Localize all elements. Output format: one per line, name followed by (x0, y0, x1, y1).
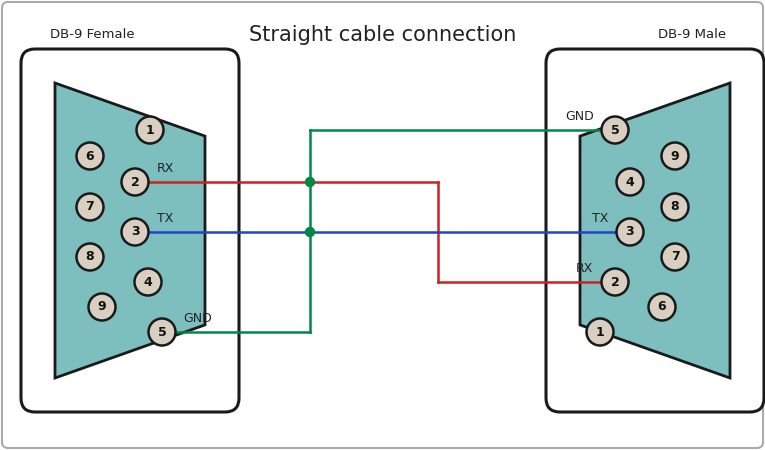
Text: RX: RX (576, 262, 594, 275)
Text: 8: 8 (86, 251, 94, 264)
Circle shape (136, 117, 164, 144)
Text: 2: 2 (610, 275, 620, 288)
Circle shape (122, 168, 148, 195)
Text: DB-9 Male: DB-9 Male (659, 28, 727, 41)
Text: 6: 6 (86, 149, 94, 162)
Text: 9: 9 (98, 301, 106, 314)
Text: 8: 8 (671, 201, 679, 213)
Text: TX: TX (592, 212, 608, 225)
Text: 7: 7 (671, 251, 679, 264)
Circle shape (148, 319, 175, 346)
Text: 7: 7 (86, 201, 94, 213)
Polygon shape (55, 83, 205, 378)
Circle shape (76, 143, 103, 170)
Circle shape (305, 177, 314, 186)
Text: 4: 4 (144, 275, 152, 288)
Circle shape (601, 269, 629, 296)
Circle shape (587, 319, 614, 346)
Text: DB-9 Female: DB-9 Female (50, 28, 135, 41)
Text: 5: 5 (610, 123, 620, 136)
Circle shape (76, 194, 103, 220)
Circle shape (662, 143, 688, 170)
Text: 1: 1 (145, 123, 155, 136)
Circle shape (89, 293, 116, 320)
Text: 6: 6 (658, 301, 666, 314)
Circle shape (122, 219, 148, 246)
Circle shape (601, 117, 629, 144)
FancyBboxPatch shape (21, 49, 239, 412)
Text: 3: 3 (131, 225, 139, 238)
Circle shape (662, 243, 688, 270)
Circle shape (305, 228, 314, 237)
Circle shape (135, 269, 161, 296)
FancyBboxPatch shape (546, 49, 764, 412)
Text: 4: 4 (626, 176, 634, 189)
Polygon shape (580, 83, 730, 378)
Circle shape (617, 219, 643, 246)
Text: 1: 1 (596, 325, 604, 338)
Circle shape (617, 168, 643, 195)
Circle shape (649, 293, 675, 320)
Circle shape (76, 243, 103, 270)
Text: 3: 3 (626, 225, 634, 238)
Circle shape (662, 194, 688, 220)
Text: RX: RX (157, 162, 174, 176)
Text: 2: 2 (131, 176, 139, 189)
Text: Straight cable connection: Straight cable connection (249, 25, 516, 45)
Text: 5: 5 (158, 325, 166, 338)
Text: 9: 9 (671, 149, 679, 162)
Text: TX: TX (157, 212, 173, 225)
Text: GND: GND (184, 312, 212, 325)
Text: GND: GND (565, 111, 594, 123)
